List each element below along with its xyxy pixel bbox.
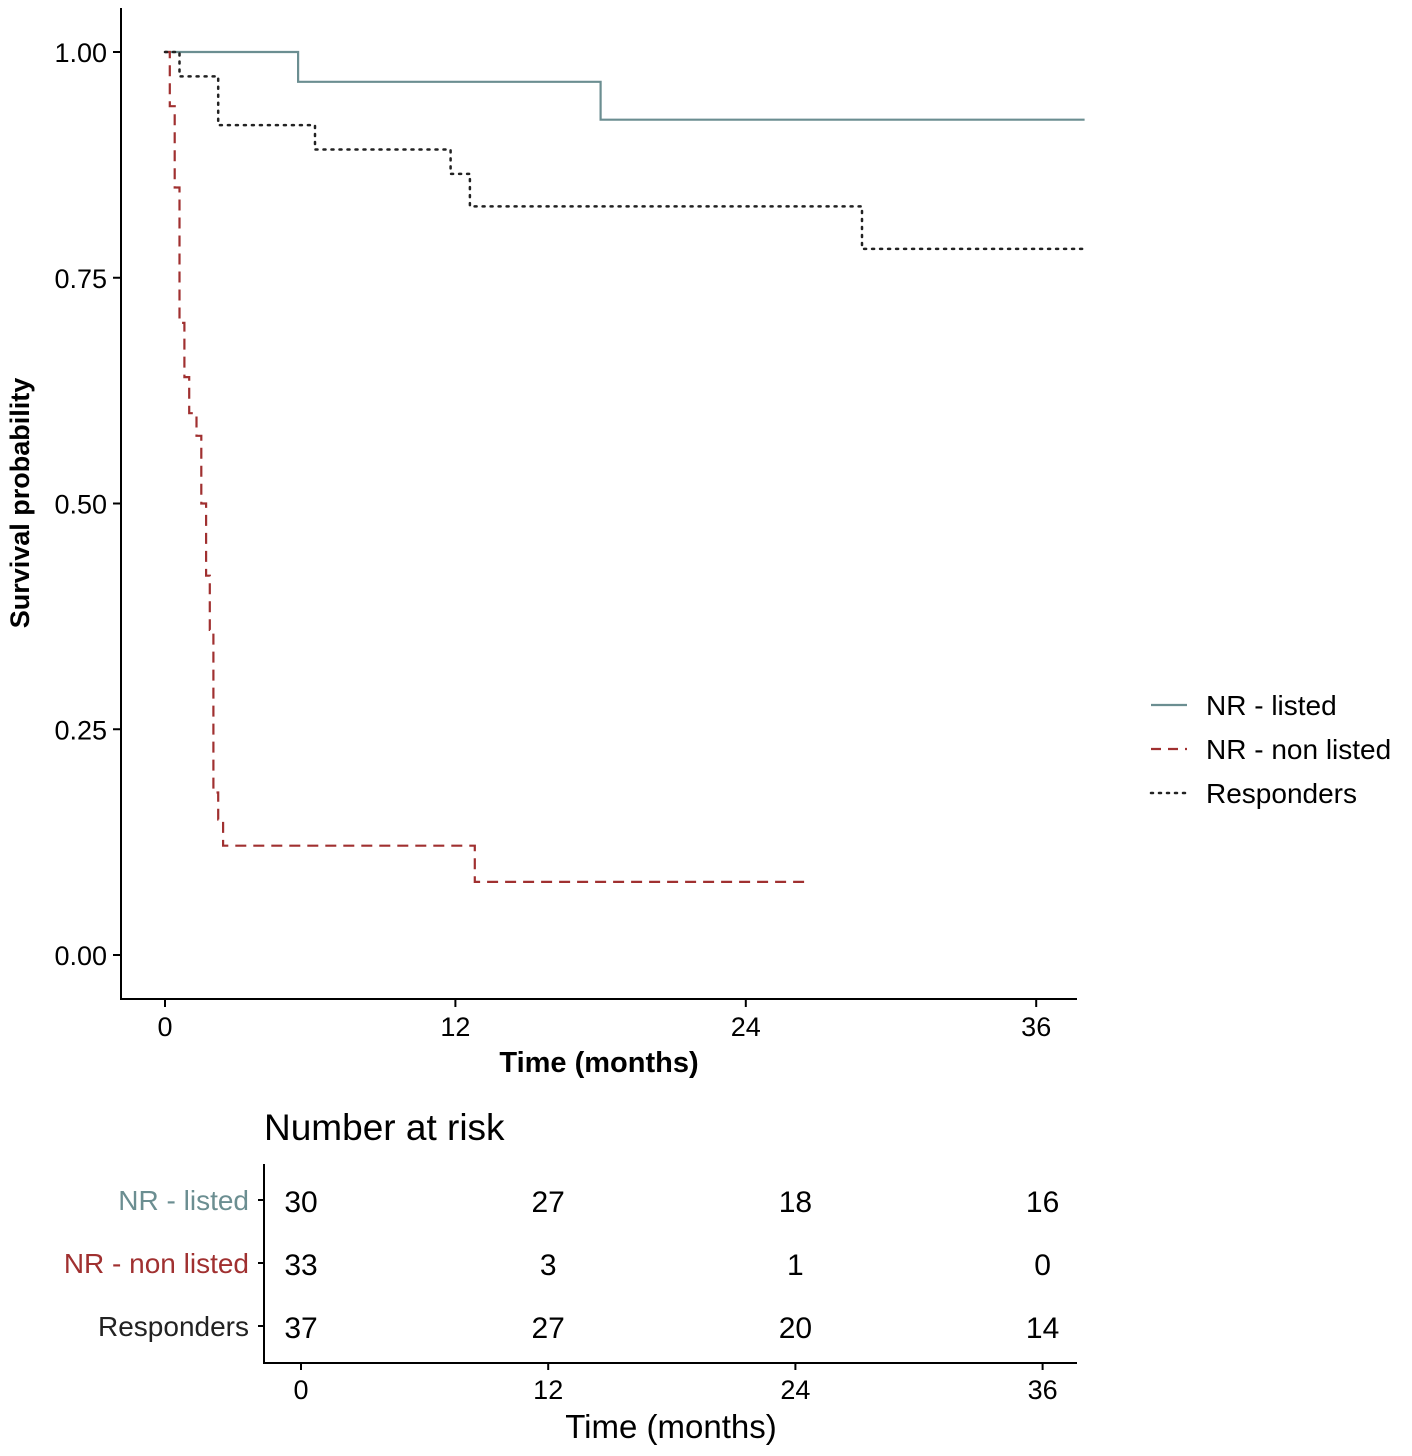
risk-cell: 30: [284, 1186, 317, 1219]
risk-x-tick-label: 36: [1028, 1375, 1058, 1405]
risk-cell: 3: [540, 1249, 557, 1282]
y-tick-label: 1.00: [54, 38, 107, 68]
risk-cell: 0: [1034, 1249, 1051, 1282]
y-axis-label: Survival probability: [5, 378, 35, 629]
y-axis-ticks: 0.00 0.25 0.50 0.75 1.00: [54, 38, 121, 971]
risk-row-label: Responders: [98, 1311, 249, 1342]
legend-label: Responders: [1206, 778, 1357, 809]
x-axis-ticks: 0 12 24 36: [157, 999, 1051, 1042]
series-line-nr-listed: [165, 50, 1085, 121]
risk-x-tick-label: 24: [780, 1375, 810, 1405]
legend-label: NR - listed: [1206, 690, 1337, 721]
survival-curves: [163, 50, 1086, 883]
y-tick-label: 0.00: [54, 941, 107, 971]
legend: NR - listed NR - non listed Responders: [1149, 690, 1391, 809]
series-line-responders: [163, 50, 1086, 251]
risk-cell: 14: [1026, 1312, 1059, 1345]
risk-x-tick-label: 12: [533, 1375, 563, 1405]
risk-table-x-ticks: 0 12 24 36: [293, 1363, 1058, 1405]
y-tick-label: 0.25: [54, 715, 107, 745]
risk-cell: 18: [779, 1186, 812, 1219]
risk-cell: 27: [532, 1186, 565, 1219]
risk-x-tick-label: 0: [293, 1375, 308, 1405]
x-tick-label: 12: [440, 1012, 470, 1042]
legend-label: NR - non listed: [1206, 734, 1391, 765]
risk-cell: 20: [779, 1312, 812, 1345]
x-tick-label: 0: [157, 1012, 172, 1042]
risk-cell: 1: [787, 1249, 804, 1282]
y-tick-label: 0.50: [54, 490, 107, 520]
x-axis-label: Time (months): [499, 1047, 698, 1079]
risk-table-x-axis-label: Time (months): [565, 1408, 776, 1445]
risk-table-title: Number at risk: [264, 1107, 505, 1148]
risk-cell: 37: [284, 1312, 317, 1345]
risk-cell: 27: [532, 1312, 565, 1345]
risk-cell: 16: [1026, 1186, 1059, 1219]
x-tick-label: 36: [1021, 1012, 1051, 1042]
risk-cell: 33: [284, 1249, 317, 1282]
x-tick-label: 24: [731, 1012, 761, 1042]
series-line-nr-non-listed: [165, 50, 807, 883]
y-tick-label: 0.75: [54, 264, 107, 294]
risk-row-label: NR - listed: [118, 1185, 249, 1216]
risk-row-label: NR - non listed: [64, 1248, 249, 1279]
survival-plot: 0.00 0.25 0.50 0.75 1.00 0 12 24 36 Survival pr…: [5, 8, 1086, 1079]
